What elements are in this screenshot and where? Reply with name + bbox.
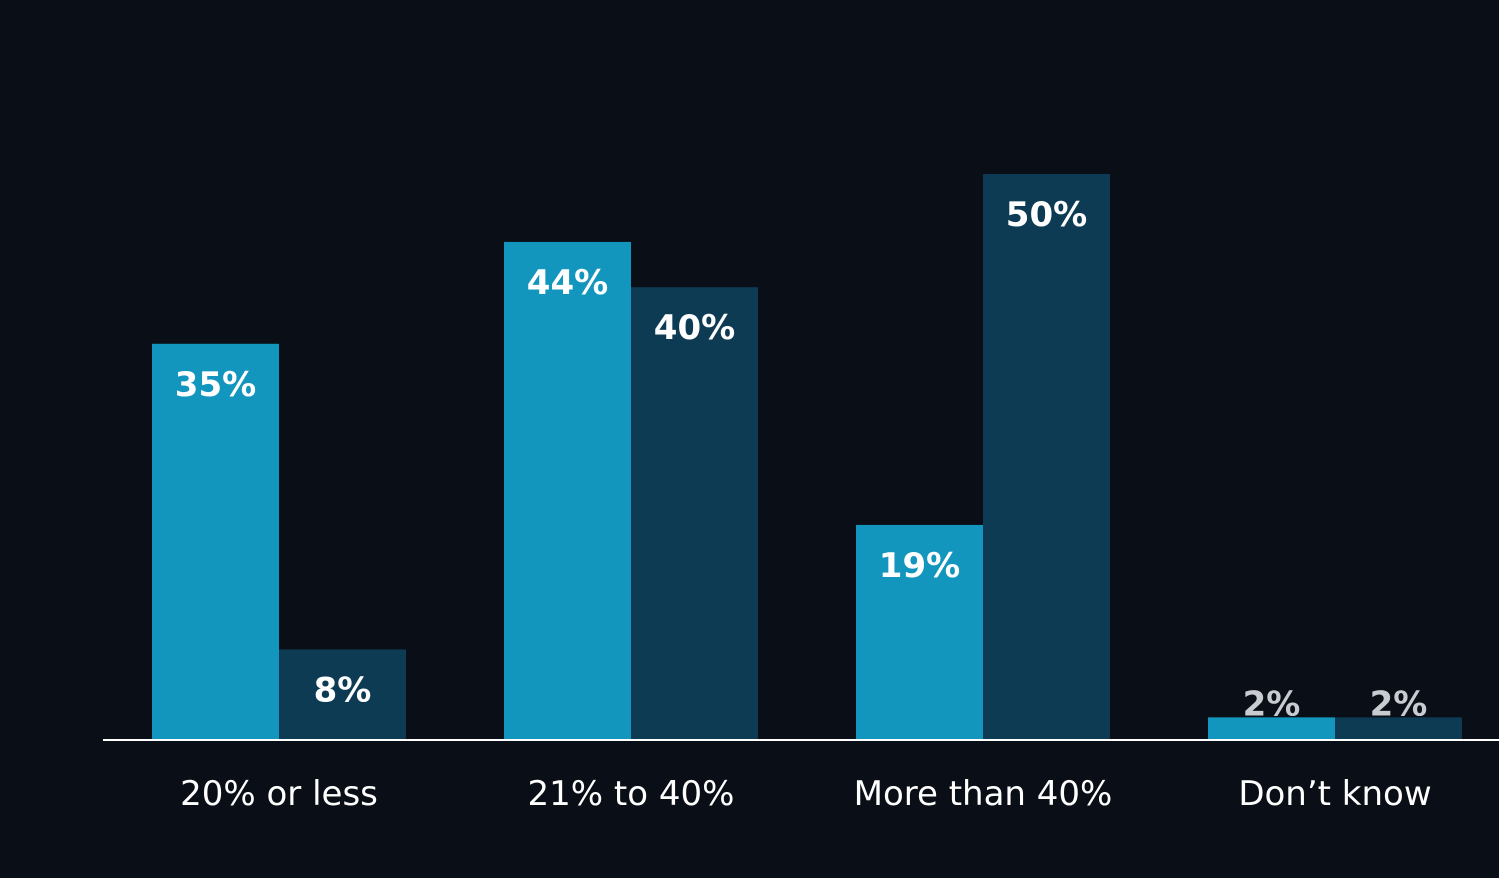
data-label-2-4: 2% (1370, 684, 1428, 724)
bar-1-3 (856, 524, 983, 740)
data-label-2-3: 50% (1006, 195, 1087, 235)
labels-layer: 35% 8% 44% 40% 19% 50% 2% 2% (175, 195, 1428, 724)
bars-layer (152, 174, 1462, 741)
data-label-1-2: 44% (527, 263, 608, 303)
data-label-1-4: 2% (1243, 684, 1301, 724)
data-label-1-1: 35% (175, 365, 256, 405)
category-label-3: More than 40% (854, 774, 1113, 814)
category-labels: 20% or less 21% to 40% More than 40% Don’t … (180, 774, 1432, 814)
bar-2-1 (279, 649, 406, 740)
data-label-2-1: 8% (314, 670, 372, 710)
bar-2-3 (983, 174, 1110, 740)
category-label-4: Don’t know (1238, 774, 1431, 814)
category-label-2: 21% to 40% (528, 774, 735, 814)
bar-1-4 (1208, 717, 1335, 740)
bar-1-2 (504, 241, 631, 741)
data-label-1-3: 19% (879, 546, 960, 586)
bar-2-2 (631, 287, 758, 740)
bar-2-4 (1335, 717, 1462, 740)
bar-1-1 (152, 343, 279, 740)
category-label-1: 20% or less (180, 774, 378, 814)
data-label-2-2: 40% (654, 308, 735, 348)
